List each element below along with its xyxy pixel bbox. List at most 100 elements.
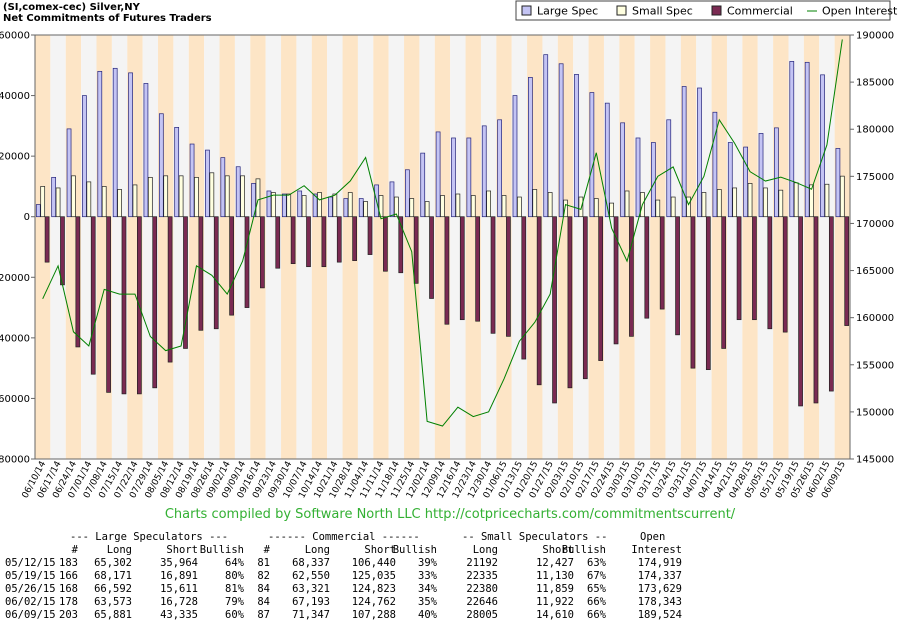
table-cell: 06/02/15 bbox=[5, 596, 56, 608]
bar bbox=[839, 175, 845, 218]
bar bbox=[270, 192, 276, 218]
bar bbox=[655, 199, 661, 218]
bar bbox=[60, 216, 65, 286]
stripe bbox=[327, 35, 343, 459]
bar bbox=[132, 184, 138, 218]
table-cell: 203 bbox=[59, 609, 78, 620]
bar bbox=[747, 183, 753, 218]
y-tick-label: -80000 bbox=[0, 455, 30, 466]
bar bbox=[332, 193, 338, 218]
table-cell: 66% bbox=[587, 596, 607, 608]
bar bbox=[774, 127, 779, 218]
bar bbox=[163, 175, 169, 218]
table-group-header: --- Large Speculators --- bbox=[70, 531, 228, 543]
table-cell: 67% bbox=[587, 570, 607, 582]
y2-tick-label: 160000 bbox=[856, 313, 894, 324]
bar bbox=[824, 183, 830, 218]
table-cell: 14,610 bbox=[536, 609, 574, 620]
bar bbox=[481, 125, 487, 218]
bar bbox=[486, 190, 491, 218]
bar bbox=[736, 216, 742, 321]
bar bbox=[367, 216, 373, 255]
bar bbox=[444, 216, 450, 325]
table-cell: 84 bbox=[257, 583, 270, 595]
bar bbox=[220, 157, 226, 218]
bar bbox=[567, 216, 573, 389]
bar bbox=[598, 216, 604, 361]
chart-subtitle: Net Commitments of Futures Traders bbox=[3, 13, 212, 24]
bar bbox=[328, 196, 333, 218]
bar bbox=[690, 216, 696, 369]
bar bbox=[336, 216, 342, 263]
table-cell: 11,922 bbox=[536, 596, 574, 608]
table-cell: 12,427 bbox=[536, 557, 574, 569]
table-cell: 33% bbox=[418, 570, 438, 582]
table-cell: 81 bbox=[257, 557, 270, 569]
table-cell: 11,859 bbox=[536, 583, 574, 595]
table-cell: 22380 bbox=[466, 583, 498, 595]
bar bbox=[306, 216, 311, 268]
bar bbox=[383, 216, 388, 272]
legend-label: Small Spec bbox=[632, 5, 693, 18]
y2-tick-label: 170000 bbox=[856, 219, 894, 230]
bar bbox=[552, 216, 557, 404]
table-cell: 66,592 bbox=[94, 583, 132, 595]
table-column-header: Bullish bbox=[562, 544, 606, 556]
bar bbox=[629, 216, 634, 337]
bar bbox=[297, 190, 303, 218]
stripe bbox=[234, 35, 251, 459]
stripe bbox=[296, 35, 312, 459]
bar bbox=[255, 178, 261, 218]
stripe bbox=[388, 35, 405, 459]
table-cell: 40% bbox=[418, 609, 438, 620]
chart-title: (SI,comex-cec) Silver,NY bbox=[3, 2, 141, 13]
bar bbox=[475, 216, 481, 322]
stripe bbox=[342, 35, 358, 459]
bar bbox=[167, 216, 173, 363]
bar bbox=[521, 216, 527, 360]
bar bbox=[609, 202, 615, 218]
bar bbox=[435, 131, 441, 218]
bar bbox=[497, 119, 502, 218]
table-cell: 11,130 bbox=[536, 570, 574, 582]
bar bbox=[244, 216, 250, 308]
table-group-header: ------ Commercial ------ bbox=[268, 531, 420, 543]
bar bbox=[152, 216, 158, 389]
bar bbox=[55, 187, 61, 218]
y2-tick-label: 180000 bbox=[856, 125, 894, 136]
table-cell: 68,171 bbox=[94, 570, 132, 582]
bar bbox=[835, 148, 841, 218]
bar bbox=[224, 175, 230, 218]
bar bbox=[128, 72, 133, 218]
bar bbox=[205, 149, 210, 218]
bar bbox=[40, 186, 46, 218]
y-tick-label: 0 bbox=[24, 212, 30, 223]
table-cell: 66% bbox=[587, 609, 607, 620]
table-cell: 34% bbox=[418, 583, 438, 595]
table-cell: 178,343 bbox=[638, 596, 682, 608]
y-tick-label: -60000 bbox=[0, 394, 30, 405]
table-column-header: Interest bbox=[631, 544, 682, 556]
bar bbox=[697, 87, 702, 218]
bar bbox=[317, 192, 322, 218]
bar bbox=[574, 74, 579, 218]
bar bbox=[451, 137, 456, 218]
legend-swatch bbox=[521, 5, 532, 16]
footer: Charts compiled by Software North LLC ht… bbox=[165, 507, 736, 522]
table-cell: 63% bbox=[587, 557, 607, 569]
bar bbox=[213, 216, 219, 330]
bar bbox=[106, 216, 111, 393]
bar bbox=[343, 198, 349, 218]
table-column-header: Bullish bbox=[393, 544, 437, 556]
table-cell: 16,728 bbox=[160, 596, 198, 608]
bar bbox=[82, 95, 87, 218]
table-cell: 65% bbox=[587, 583, 607, 595]
bar bbox=[743, 146, 748, 218]
bar bbox=[198, 216, 204, 331]
table-cell: 16,891 bbox=[160, 570, 198, 582]
bar bbox=[90, 216, 96, 375]
bar bbox=[828, 216, 834, 392]
bar bbox=[413, 216, 419, 284]
bar bbox=[490, 216, 496, 334]
